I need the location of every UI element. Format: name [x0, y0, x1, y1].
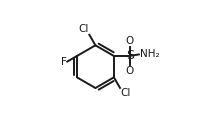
Text: O: O	[126, 66, 134, 76]
Text: NH₂: NH₂	[139, 49, 159, 59]
Text: Cl: Cl	[79, 24, 89, 34]
Text: S: S	[126, 50, 134, 62]
Text: O: O	[126, 36, 134, 46]
Text: F: F	[61, 57, 67, 67]
Text: Cl: Cl	[121, 88, 131, 98]
